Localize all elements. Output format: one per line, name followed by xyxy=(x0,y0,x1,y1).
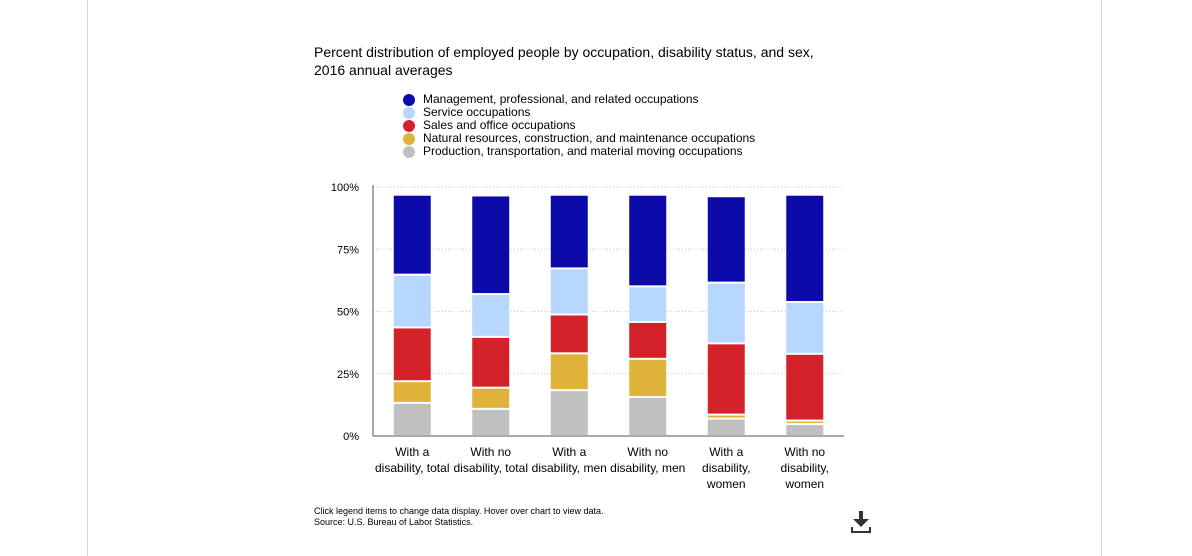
x-tick-label: With a xyxy=(395,445,429,459)
x-tick-label: With a xyxy=(552,445,586,459)
x-tick-label: With no xyxy=(627,445,668,459)
bar-segment[interactable] xyxy=(786,195,824,302)
y-tick-label: 100% xyxy=(331,182,359,194)
bar-segment[interactable] xyxy=(786,303,824,353)
legend-label: Sales and office occupations xyxy=(423,118,576,132)
bar-segment[interactable] xyxy=(629,287,667,321)
x-tick-label: With no xyxy=(470,445,511,459)
legend-item[interactable]: Sales and office occupations xyxy=(403,119,755,132)
bar-segment[interactable] xyxy=(707,283,745,343)
bar-segment[interactable] xyxy=(707,197,745,282)
bar-segment[interactable] xyxy=(472,337,510,387)
legend-item[interactable]: Service occupations xyxy=(403,106,755,119)
legend-label: Production, transportation, and material… xyxy=(423,144,743,158)
chart-footer: Click legend items to change data displa… xyxy=(314,506,603,528)
chart-legend: Management, professional, and related oc… xyxy=(403,93,755,158)
y-tick-label: 50% xyxy=(337,307,359,319)
legend-item[interactable]: Production, transportation, and material… xyxy=(403,145,755,158)
bar-segment[interactable] xyxy=(550,315,588,353)
bar-segment[interactable] xyxy=(472,196,510,294)
bar-segment[interactable] xyxy=(786,421,824,424)
legend-swatch xyxy=(403,106,415,119)
x-tick-label: disability, total xyxy=(454,461,528,475)
bar-segment[interactable] xyxy=(707,415,745,418)
bar-segment[interactable] xyxy=(472,409,510,435)
y-tick-label: 75% xyxy=(337,244,359,256)
x-tick-label: With a xyxy=(709,445,743,459)
x-tick-label: disability, total xyxy=(375,461,449,475)
x-tick-label: disability, men xyxy=(532,461,607,475)
x-tick-label: women xyxy=(706,477,746,491)
bar-segment[interactable] xyxy=(629,397,667,435)
chart-source: Source: U.S. Bureau of Labor Statistics. xyxy=(314,517,474,527)
bar-segment[interactable] xyxy=(707,344,745,414)
bar-segment[interactable] xyxy=(629,359,667,396)
bar-segment[interactable] xyxy=(786,354,824,420)
bar-segment[interactable] xyxy=(393,328,431,381)
bar-segment[interactable] xyxy=(550,195,588,268)
chart-title-line-1: Percent distribution of employed people … xyxy=(314,44,814,60)
page-frame-right-border xyxy=(1101,0,1102,556)
legend-swatch xyxy=(403,93,415,106)
download-button[interactable] xyxy=(848,508,874,536)
legend-item[interactable]: Natural resources, construction, and mai… xyxy=(403,132,755,145)
bar-segment[interactable] xyxy=(393,275,431,327)
x-tick-label: With no xyxy=(784,445,825,459)
x-tick-label: women xyxy=(784,477,824,491)
legend-swatch xyxy=(403,119,415,132)
bar-segment[interactable] xyxy=(786,425,824,435)
legend-swatch xyxy=(403,132,415,145)
page-frame-left-border xyxy=(87,0,88,556)
x-tick-label: disability, xyxy=(702,461,750,475)
bar-segment[interactable] xyxy=(550,269,588,314)
chart-title-line-2: 2016 annual averages xyxy=(314,62,453,78)
bar-segment[interactable] xyxy=(472,388,510,408)
bar-segment[interactable] xyxy=(393,403,431,435)
y-tick-label: 25% xyxy=(337,369,359,381)
legend-label: Service occupations xyxy=(423,105,531,119)
bar-segment[interactable] xyxy=(550,391,588,435)
bar-segment[interactable] xyxy=(707,419,745,435)
x-tick-label: disability, xyxy=(781,461,829,475)
bar-segment[interactable] xyxy=(393,195,431,274)
bar-segment[interactable] xyxy=(550,354,588,390)
bar-segment[interactable] xyxy=(629,322,667,358)
legend-label: Natural resources, construction, and mai… xyxy=(423,131,756,145)
bar-segment[interactable] xyxy=(472,295,510,336)
y-tick-label: 0% xyxy=(343,431,359,443)
x-tick-label: disability, men xyxy=(610,461,685,475)
bar-segment[interactable] xyxy=(629,195,667,286)
legend-item[interactable]: Management, professional, and related oc… xyxy=(403,93,755,106)
bar-segment[interactable] xyxy=(393,382,431,402)
legend-label: Management, professional, and related oc… xyxy=(423,92,699,106)
legend-swatch xyxy=(403,145,415,158)
chart-title: Percent distribution of employed people … xyxy=(314,43,874,79)
chart-note: Click legend items to change data displa… xyxy=(314,506,604,516)
download-icon xyxy=(851,511,871,533)
